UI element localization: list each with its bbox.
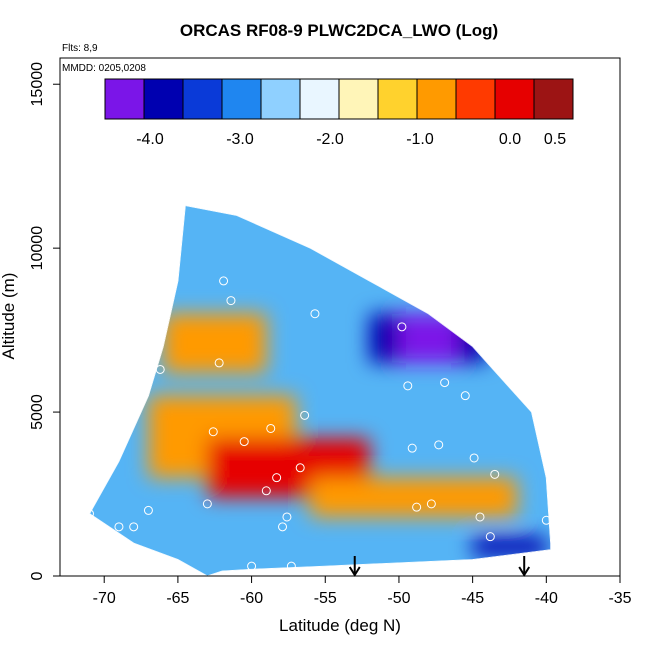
observation-point xyxy=(247,561,257,571)
observation-point xyxy=(214,358,224,368)
date-note: MMDD: 0205,0208 xyxy=(62,63,146,74)
colorbar-swatch xyxy=(339,79,379,119)
colorbar-swatch xyxy=(105,79,145,119)
colorbar-swatch xyxy=(417,79,457,119)
x-tick-label: -60 xyxy=(240,590,263,607)
flight-markers xyxy=(348,556,531,577)
observation-point xyxy=(490,469,500,479)
colorbar-swatch xyxy=(300,79,340,119)
colorbar-swatch xyxy=(456,79,496,119)
colorbar-swatch xyxy=(495,79,535,119)
observation-point xyxy=(434,440,444,450)
colorbar-swatch xyxy=(261,79,301,119)
observation-point xyxy=(261,486,271,496)
field-bands xyxy=(148,313,547,557)
colorbar-tick-label: -4.0 xyxy=(136,131,164,148)
observation-point xyxy=(286,561,296,571)
chart-title: ORCAS RF08-9 PLWC2DCA_LWO (Log) xyxy=(180,21,498,40)
x-tick-label: -40 xyxy=(535,590,558,607)
colorbar-swatch xyxy=(534,79,574,119)
flights-note: Flts: 8,9 xyxy=(62,43,98,54)
observation-point xyxy=(485,532,495,542)
observation-point xyxy=(266,423,276,433)
y-axis-label: Altitude (m) xyxy=(0,273,18,360)
observation-point xyxy=(460,391,470,401)
flight-marker-arrow xyxy=(348,566,361,577)
plot-frame xyxy=(59,57,621,577)
field-band xyxy=(310,477,517,517)
observation-point xyxy=(469,453,479,463)
field-band xyxy=(472,536,547,557)
colorbar: -4.0 -3.0 -2.0 -1.0 0.0 0.5 xyxy=(104,78,574,148)
observation-point xyxy=(143,505,153,515)
heatmap-field xyxy=(89,205,551,576)
observation-point xyxy=(84,509,94,519)
observation-point xyxy=(155,364,165,374)
observation-point xyxy=(403,381,413,391)
observation-point xyxy=(397,322,407,332)
observation-point xyxy=(219,276,229,286)
observation-point xyxy=(272,473,282,483)
observation-point xyxy=(114,522,124,532)
observation-point xyxy=(407,443,417,453)
colorbar-swatch xyxy=(183,79,223,119)
observation-point xyxy=(239,437,249,447)
observation-point xyxy=(541,515,551,525)
y-tick-label: 5000 xyxy=(29,394,46,430)
x-tick-label: -45 xyxy=(461,590,484,607)
colorbar-tick-label: -3.0 xyxy=(226,131,254,148)
colorbar-swatch xyxy=(378,79,418,119)
x-tick-label: -70 xyxy=(93,590,116,607)
observation-point xyxy=(282,512,292,522)
y-tick-label: 10000 xyxy=(29,226,46,271)
x-tick-label: -50 xyxy=(387,590,410,607)
flight-marker-arrow xyxy=(518,566,531,577)
field-band xyxy=(398,313,458,363)
field-band xyxy=(163,313,267,373)
colorbar-tick-label: 0.5 xyxy=(544,131,566,148)
observation-points xyxy=(84,276,551,571)
x-tick-label: -55 xyxy=(314,590,337,607)
colorbar-frame xyxy=(104,78,574,120)
colorbar-tick-label: -1.0 xyxy=(406,131,434,148)
observation-point xyxy=(310,309,320,319)
observation-point xyxy=(426,499,436,509)
x-tick-label: -35 xyxy=(608,590,631,607)
observation-point xyxy=(226,296,236,306)
observation-point xyxy=(208,427,218,437)
observation-point xyxy=(278,522,288,532)
observation-point xyxy=(295,463,305,473)
x-axis: -70 -65 -60 -55 -50 -45 -40 -35 xyxy=(93,576,632,607)
y-axis: 0 5000 10000 15000 xyxy=(29,62,60,580)
colorbar-swatch xyxy=(144,79,184,119)
y-tick-label: 15000 xyxy=(29,62,46,107)
y-tick-label: 0 xyxy=(29,571,46,580)
x-axis-label: Latitude (deg N) xyxy=(279,616,401,635)
observation-point xyxy=(475,512,485,522)
x-tick-label: -65 xyxy=(166,590,189,607)
observation-point xyxy=(300,410,310,420)
colorbar-swatch xyxy=(222,79,262,119)
observation-point xyxy=(202,499,212,509)
colorbar-tick-label: -2.0 xyxy=(316,131,344,148)
observation-point xyxy=(412,502,422,512)
observation-point xyxy=(129,522,139,532)
colorbar-tick-label: 0.0 xyxy=(499,131,521,148)
observation-point xyxy=(440,378,450,388)
